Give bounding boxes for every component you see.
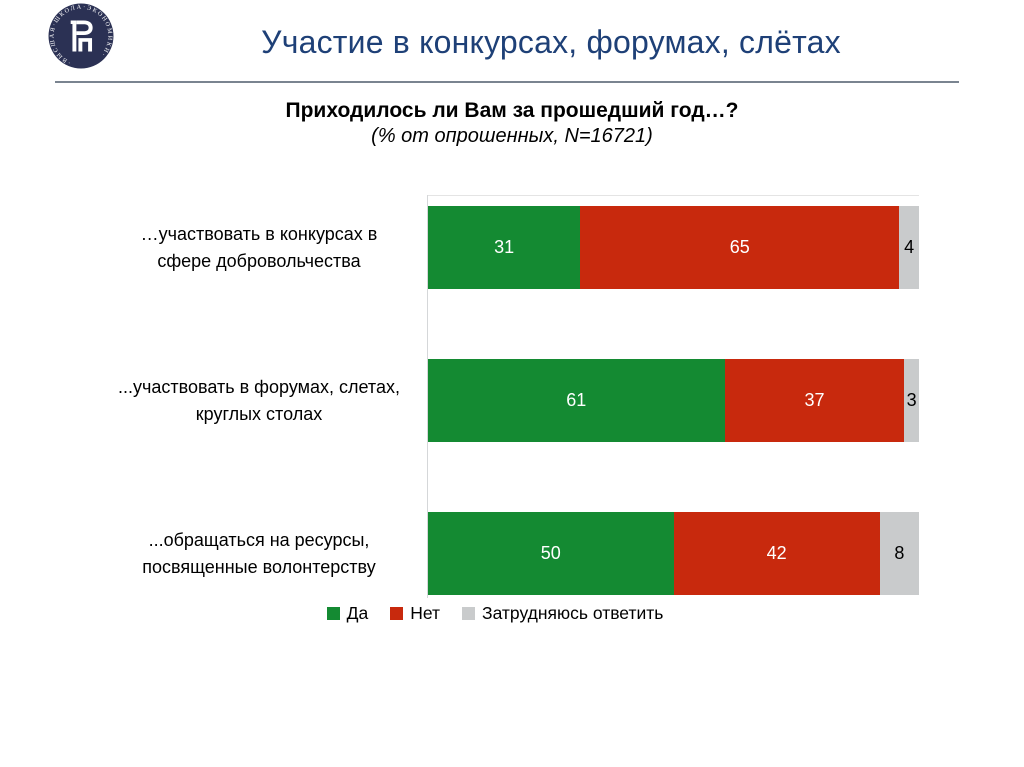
category-label-line: ...участвовать в форумах, слетах, bbox=[118, 376, 400, 397]
bar-value-label: 42 bbox=[766, 543, 787, 563]
plot-top-gridline bbox=[427, 195, 919, 196]
bar-value-label: 8 bbox=[894, 543, 905, 563]
stacked-bar: 61 37 3 bbox=[428, 359, 919, 442]
logo-circle bbox=[48, 3, 114, 69]
bar-segment: 42 bbox=[673, 512, 880, 595]
bar-segment: 31 bbox=[428, 206, 581, 289]
chart-row: ...обращаться на ресурсы, посвященные вол… bbox=[0, 512, 1024, 595]
bar-segment: 8 bbox=[879, 512, 919, 595]
category-label: ...обращаться на ресурсы, посвященные вол… bbox=[100, 512, 418, 595]
bar-segment: 37 bbox=[724, 359, 905, 442]
legend-label: Да bbox=[346, 603, 369, 623]
category-label-line: ...обращаться на ресурсы, bbox=[148, 529, 370, 550]
header-divider bbox=[55, 81, 959, 83]
category-label: …участвовать в конкурсах в сфере добровол… bbox=[100, 206, 418, 289]
legend-item: Затрудняюсь ответить bbox=[462, 603, 663, 624]
bar-value-label: 50 bbox=[540, 543, 561, 563]
legend-swatch bbox=[390, 607, 404, 620]
bar-value-label: 31 bbox=[494, 237, 515, 257]
page-title: Участие в конкурсах, форумах, слётах bbox=[261, 24, 841, 60]
legend-item: Да bbox=[326, 603, 369, 624]
chart-subtitle: (% от опрошенных, N=16721) bbox=[371, 125, 653, 147]
category-axis-line bbox=[427, 195, 428, 598]
chart-row: ...участвовать в форумах, слетах, круглых… bbox=[0, 359, 1024, 442]
stacked-bar: 31 65 4 bbox=[428, 206, 919, 289]
chart-legend: Да Нет Затрудняюсь ответить bbox=[0, 603, 1007, 624]
legend-swatch bbox=[326, 607, 340, 620]
hse-logo-icon: ·ВЫСШАЯ·ШКОЛА·ЭКОНОМИКИ· bbox=[48, 3, 114, 69]
category-label: ...участвовать в форумах, слетах, круглых… bbox=[100, 359, 418, 442]
chart-title: Приходилось ли Вам за прошедший год…? bbox=[285, 99, 739, 122]
bar-segment: 65 bbox=[580, 206, 900, 289]
bar-value-label: 61 bbox=[566, 390, 587, 410]
legend-label: Нет bbox=[410, 603, 440, 623]
bar-value-label: 65 bbox=[729, 237, 750, 257]
bar-value-label: 4 bbox=[904, 237, 915, 257]
logo-monogram bbox=[70, 20, 93, 52]
chart-row: …участвовать в конкурсах в сфере добровол… bbox=[0, 206, 1024, 289]
stacked-bar: 50 42 8 bbox=[428, 512, 919, 595]
bar-segment: 3 bbox=[904, 359, 919, 442]
bar-segment: 4 bbox=[899, 206, 919, 289]
legend-item: Нет bbox=[390, 603, 440, 624]
bar-value-label: 3 bbox=[906, 390, 917, 410]
bar-segment: 50 bbox=[428, 512, 674, 595]
bar-value-label: 37 bbox=[804, 390, 825, 410]
category-label-line: посвященные волонтерству bbox=[142, 556, 376, 577]
bar-segment: 61 bbox=[428, 359, 725, 442]
category-label-line: …участвовать в конкурсах в bbox=[140, 223, 378, 244]
category-label-line: сфере добровольчества bbox=[157, 250, 361, 271]
category-label-line: круглых столах bbox=[195, 403, 323, 424]
legend-swatch bbox=[462, 607, 475, 620]
legend-label: Затрудняюсь ответить bbox=[482, 603, 664, 623]
